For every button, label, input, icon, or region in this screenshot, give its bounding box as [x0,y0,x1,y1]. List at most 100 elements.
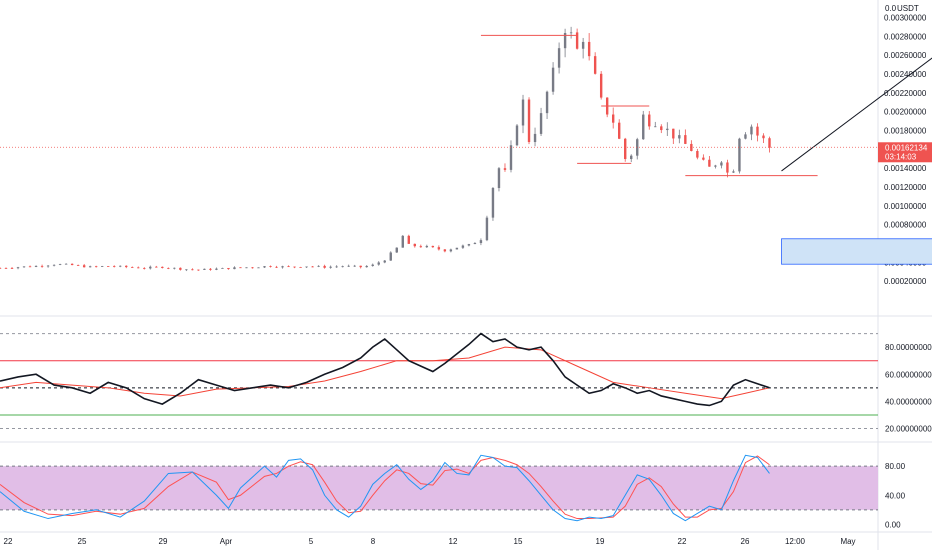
candle-body [203,268,206,270]
candle-body [479,240,483,244]
candle-body [642,114,645,140]
time-tick-label: 19 [596,537,605,546]
candle-body [215,268,218,270]
candle-body [738,138,741,172]
candle-body [347,265,350,267]
candle-body [173,267,176,269]
candle-body [425,245,429,248]
time-tick-label: 5 [309,537,314,546]
stoch-k-line [0,454,770,522]
candle-body [515,125,519,146]
candle-body [46,265,50,267]
candle-body [353,265,356,267]
candle-body [377,262,380,265]
candle-body [732,171,735,173]
candle-body [251,267,254,269]
candle-body [113,266,116,267]
candle-body [726,162,729,173]
candle-body [191,269,194,271]
candle-body [119,265,122,267]
candle-body [690,143,693,152]
candle-body [221,267,224,269]
candle-body [359,265,362,268]
drawings[interactable] [480,34,932,265]
candle-body [161,266,164,268]
candle-body [654,126,657,128]
candle-body [4,267,8,269]
candle-body [672,128,675,139]
candle-body [233,267,236,270]
candle-body [365,265,368,268]
candle-body [563,33,567,49]
candle-body [389,252,392,261]
currency-label: USDT [897,4,919,13]
candle-body [227,267,230,270]
candle-body [371,264,374,266]
candle-body [209,268,212,270]
candle-body [660,126,663,131]
price-tick-label: 0.00080000 [884,221,927,230]
candle-body [624,138,627,160]
target-box[interactable] [781,238,932,265]
candle-body [678,135,681,139]
candle-body [40,265,44,267]
price-tick-label: 0.00240000 [884,70,927,79]
candle-body [107,266,110,267]
candle-body [720,162,723,166]
candle-body [521,99,525,126]
candle-body [100,266,104,267]
stoch-tick-label: 40.00 [885,491,906,500]
time-tick-label: 22 [4,537,13,546]
time-tick-label: 25 [78,537,87,546]
candle-body [341,266,344,268]
candle-body [714,165,717,167]
candle-body [461,245,465,248]
candle-body [305,266,308,268]
trend-arrow[interactable] [781,45,932,172]
candle-body [10,268,14,269]
price-tick-label: 0.00260000 [884,51,927,60]
time-tick-label: 8 [371,537,376,546]
candle-body [437,247,441,250]
price-tick-label: 0.00300000 [884,13,927,22]
time-tick-label: 26 [741,537,750,546]
price-tick-label: 0.00280000 [884,32,927,41]
candle-body [185,269,188,271]
candles [0,26,771,272]
candle-body [599,73,603,98]
time-tick-label: 12:00 [785,537,806,546]
candle-body [611,114,615,123]
candle-body [293,266,296,268]
stoch-rsi-panel[interactable]: 80.00 40.00 0.00 [0,454,906,529]
candle-body [335,266,338,268]
candle-body [491,188,495,218]
candle-body [317,265,320,267]
candle-body [473,243,477,245]
time-tick-label: 15 [514,537,523,546]
rsi-line [0,332,770,407]
candle-body [28,266,32,268]
candle-body [34,265,38,267]
candle-body [16,267,20,269]
stoch-d-line [0,455,770,520]
candle-body [407,235,410,244]
candle-body [762,135,765,139]
candle-body [467,244,471,246]
time-axis[interactable]: 22 25 29 Apr 5 8 12 15 19 22 26 12:00 May [4,537,856,546]
candle-body [696,151,699,158]
price-tick-label: 0.00220000 [884,89,927,98]
candle-body [587,41,591,57]
price-tick-label: 0.00120000 [884,183,927,192]
rsi-panel[interactable]: 80.00000000 60.00000000 40.00000000 20.0000… [0,332,932,434]
candle-body [155,266,158,268]
last-price-badge [878,142,932,163]
price-tick-label: 0.00140000 [884,164,927,173]
price-tick-label: 0.00100000 [884,202,927,211]
candle-body [299,266,302,268]
candle-body [401,235,404,248]
price-tick-label: 0.00200000 [884,108,927,117]
candle-body [551,67,555,92]
candle-body [245,267,248,269]
